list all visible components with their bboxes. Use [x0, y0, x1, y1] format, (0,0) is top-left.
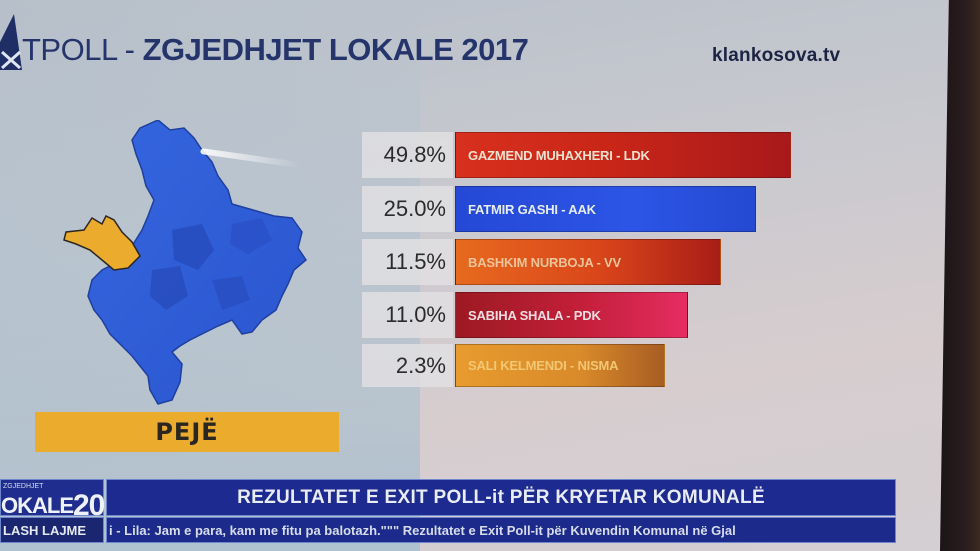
result-percent: 11.5%	[362, 239, 453, 285]
kosovo-map	[63, 120, 307, 405]
result-percent: 2.3%	[362, 344, 453, 387]
headline-bar: REZULTATET E EXIT POLL-it PËR KRYETAR KO…	[106, 479, 896, 516]
result-percent: 49.8%	[362, 132, 453, 178]
result-bar-aak: FATMIR GASHI - AAK	[455, 186, 756, 232]
flash-news-label: LASH LAJME	[0, 517, 104, 543]
result-row-vv: 11.5% BASHKIM NURBOJA - VV	[362, 239, 722, 285]
result-percent: 25.0%	[362, 186, 453, 232]
elections-2017-logo: ZGJEDHJET OKALE2017	[0, 479, 137, 522]
result-bar-vv: BASHKIM NURBOJA - VV	[455, 239, 721, 285]
logo-small-text: ZGJEDHJET	[3, 483, 44, 490]
page-title: TPOLL - ZGJEDHJET LOKALE 2017	[22, 32, 529, 68]
region-name: PEJË	[155, 418, 219, 446]
result-row-nisma: 2.3% SALI KELMENDI - NISMA	[362, 344, 666, 387]
broadcaster-brand: klankosova.tv	[712, 45, 841, 66]
news-ticker: i - Lila: Jam e para, kam me fitu pa bal…	[106, 517, 896, 543]
title-main: ZGJEDHJET LOKALE 2017	[142, 32, 529, 67]
title-prefix: TPOLL	[22, 32, 117, 67]
result-bar-pdk: SABIHA SHALA - PDK	[455, 292, 688, 338]
result-row-aak: 25.0% FATMIR GASHI - AAK	[362, 186, 757, 232]
result-bar-ldk: GAZMEND MUHAXHERI - LDK	[455, 132, 791, 178]
result-row-ldk: 49.8% GAZMEND MUHAXHERI - LDK	[362, 132, 792, 178]
region-label: PEJË	[35, 412, 339, 452]
tv-screen: TPOLL - ZGJEDHJET LOKALE 2017 klankosova…	[0, 0, 948, 551]
title-separator: -	[116, 32, 143, 67]
result-bar-nisma: SALI KELMENDI - NISMA	[455, 344, 665, 387]
result-percent: 11.0%	[362, 292, 453, 338]
result-row-pdk: 11.0% SABIHA SHALA - PDK	[362, 292, 689, 338]
map-region-peje	[63, 214, 141, 271]
exit-poll-logo-icon	[0, 14, 22, 70]
